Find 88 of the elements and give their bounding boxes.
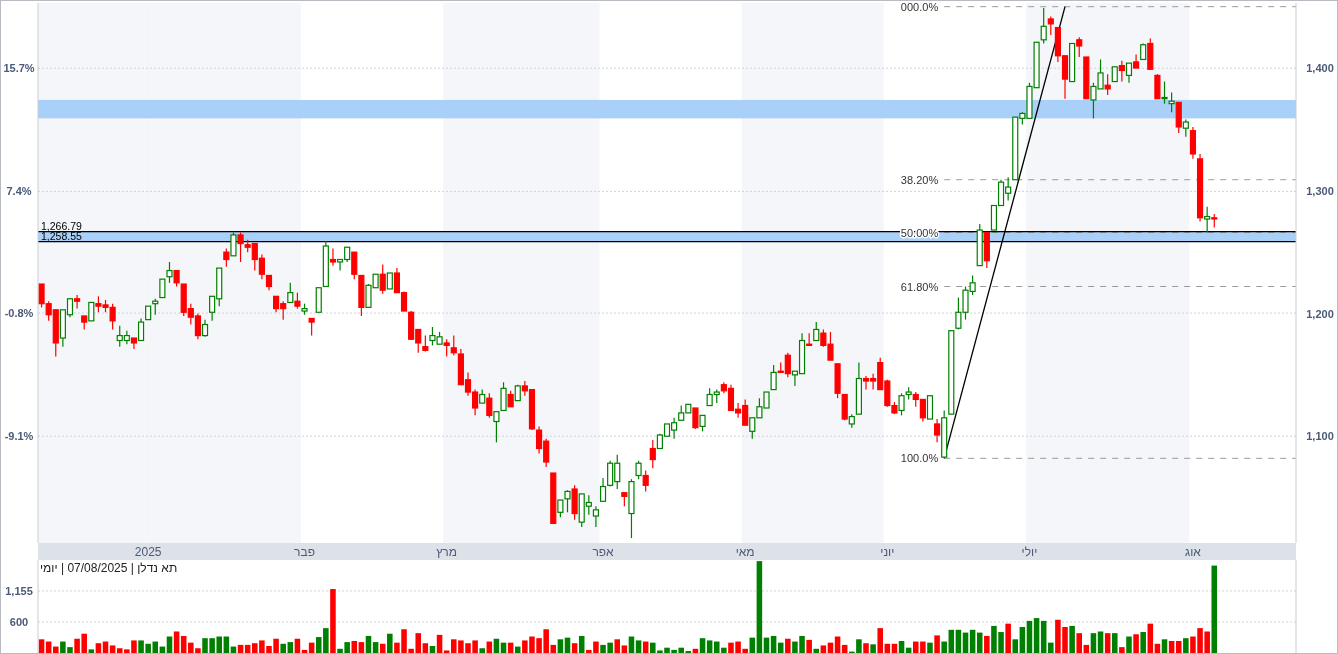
candlestick [493, 411, 500, 443]
candlestick [230, 231, 237, 257]
candlestick [692, 407, 699, 430]
y-tick-label: -9.1% [4, 430, 34, 443]
candlestick [237, 231, 244, 263]
candlestick [1047, 15, 1054, 36]
bar [934, 635, 940, 654]
y-tick-label: 7.4% [6, 185, 32, 198]
bar [1076, 633, 1082, 654]
bar [870, 644, 876, 654]
bar [863, 643, 869, 654]
bar [1111, 633, 1118, 654]
candlestick [1189, 126, 1197, 160]
x-tick-label: אוג [1185, 545, 1202, 559]
x-tick-label: פבר [294, 545, 315, 559]
y2-tick-label: 1,300 [1306, 184, 1334, 197]
annotation: תא נדלן | 07/08/2025 | יומי [40, 561, 178, 575]
candlestick [926, 395, 934, 420]
y-tick-label: 600 [9, 615, 29, 628]
candlestick [1161, 80, 1168, 105]
x-tick-label: מאי [735, 545, 755, 559]
bar [479, 648, 485, 654]
bar [1211, 565, 1218, 654]
candlestick [159, 278, 166, 299]
bar [806, 639, 812, 654]
candlestick [564, 489, 571, 513]
annotation: 61.80% [900, 280, 939, 293]
candlestick [642, 469, 649, 493]
x-tick-label: יוני [880, 545, 895, 559]
candlestick [166, 261, 173, 284]
annotation: 38.20% [900, 173, 939, 186]
candlestick [1168, 91, 1175, 113]
bar [1140, 632, 1146, 654]
bar [1048, 642, 1054, 654]
candlestick [1204, 206, 1211, 234]
bar [1133, 634, 1139, 654]
annotation: 000.0% [900, 0, 939, 13]
bar [614, 639, 621, 654]
x-tick-label: מרץ [436, 545, 458, 559]
candlestick [1154, 73, 1161, 100]
y2-tick-label: 1,400 [1306, 62, 1334, 75]
candlestick [813, 321, 820, 342]
candlestick [1104, 73, 1111, 96]
y2-tick-label: 1,100 [1306, 430, 1334, 443]
bar [330, 589, 336, 654]
candlestick [486, 392, 493, 419]
candlestick [88, 301, 95, 322]
x-tick-label: יולי [1021, 545, 1038, 559]
bar [1126, 636, 1132, 654]
y-tick-label: -0.8% [4, 307, 34, 320]
candlestick [770, 364, 777, 391]
candlestick [500, 381, 507, 412]
candlestick [649, 439, 656, 469]
bar [1069, 625, 1075, 654]
candlestick [379, 263, 386, 295]
bar [280, 643, 286, 654]
bar [1012, 639, 1019, 654]
candlestick [933, 418, 941, 443]
candlestick [1076, 36, 1083, 58]
candlestick [898, 392, 905, 416]
bar [877, 628, 883, 654]
y-tick-label: 15.7% [3, 62, 35, 75]
bar [927, 642, 933, 654]
x-tick-label: 2025 [134, 545, 162, 559]
candlestick [635, 460, 642, 480]
bar [1005, 623, 1011, 654]
y2-tick-label: 1,200 [1306, 307, 1334, 320]
ref-line-label: 1,258.55 [41, 230, 83, 243]
candlestick [351, 251, 358, 280]
bar [785, 638, 791, 654]
candlestick [74, 294, 81, 310]
annotation: 100.0% [900, 452, 939, 465]
candlestick [1040, 7, 1047, 45]
ref-line-label: 1,266.79 [41, 220, 83, 233]
candlestick [329, 247, 337, 267]
x-tick-label: אפר [592, 545, 615, 559]
candlestick [1125, 62, 1133, 84]
candlestick [223, 247, 230, 268]
candlestick [450, 334, 457, 356]
candlestick [287, 282, 294, 304]
bar [387, 633, 393, 654]
candlestick [1118, 60, 1125, 83]
y-tick-label: 1,155 [5, 585, 33, 597]
bar [941, 641, 947, 654]
bar [984, 635, 990, 654]
bar [1175, 640, 1182, 654]
bar [1119, 647, 1125, 654]
bar [1183, 638, 1189, 654]
